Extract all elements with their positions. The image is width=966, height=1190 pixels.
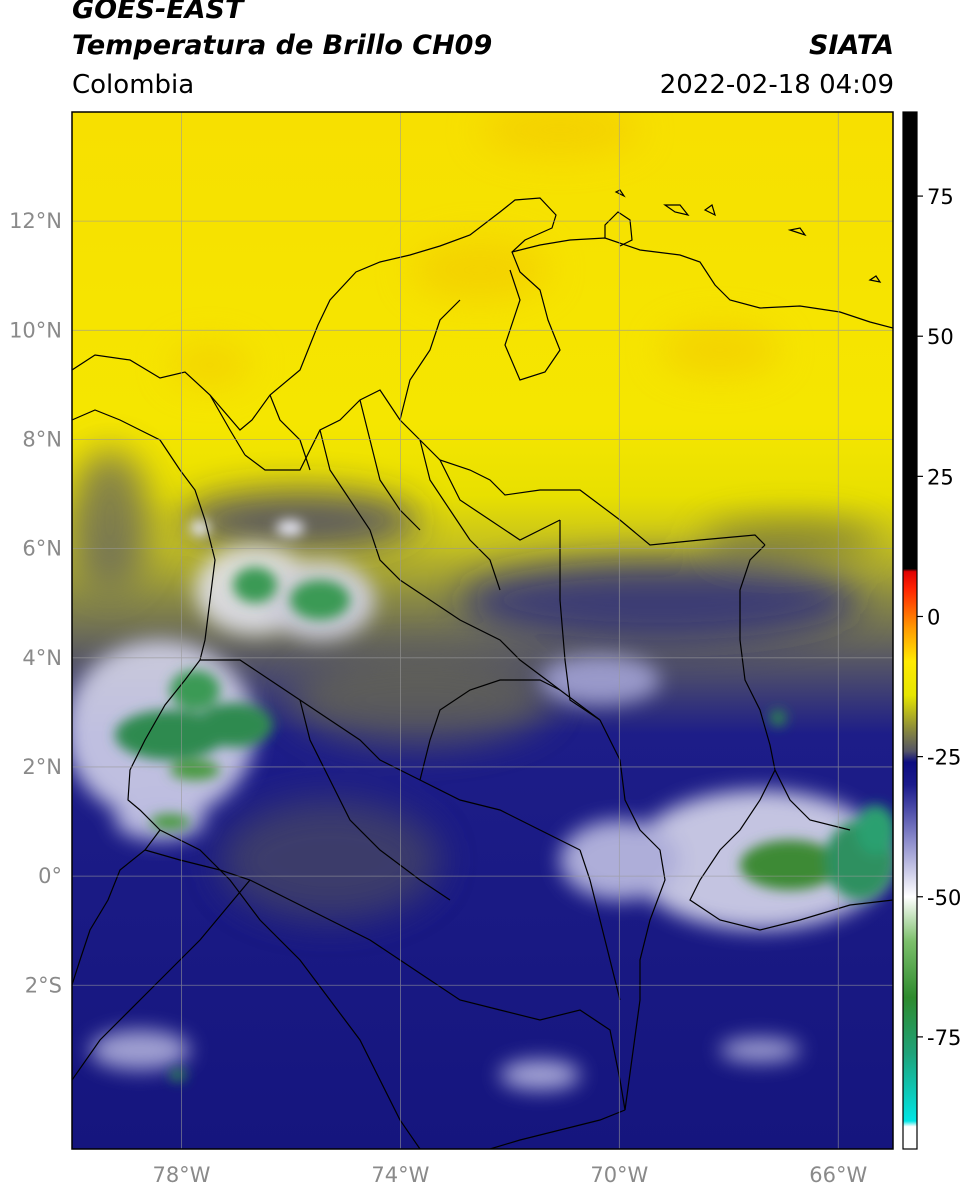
lat-tick-label: 4°N [22, 646, 62, 670]
datetime-label: 2022-02-18 04:09 [659, 70, 894, 100]
lon-tick-label: 74°W [371, 1163, 429, 1187]
colorbar-tick-label: 0 [927, 605, 940, 629]
colorbar [903, 112, 917, 1149]
lat-tick-label: 8°N [22, 427, 62, 451]
lat-tick-label: 2°S [25, 973, 62, 997]
colorbar-tick-label: -50 [927, 886, 961, 910]
lat-tick-label: 2°N [22, 755, 62, 779]
lat-tick-label: 0° [38, 864, 62, 888]
product-title: Temperatura de Brillo CH09 [72, 30, 493, 61]
region-label: Colombia [72, 70, 195, 100]
lon-tick-label: 66°W [809, 1163, 867, 1187]
colorbar-tick-label: -75 [927, 1026, 961, 1050]
colorbar-tick-label: -25 [927, 746, 961, 770]
latitude-labels: 12°N 10°N 8°N 6°N 4°N 2°N 0° 2°S [9, 209, 62, 997]
longitude-labels: 78°W 74°W 70°W 66°W [152, 1163, 867, 1187]
colorbar-tick-label: 50 [927, 325, 954, 349]
colorbar-tick-label: 75 [927, 185, 954, 209]
lon-tick-label: 70°W [590, 1163, 648, 1187]
map-frame [71, 111, 894, 1150]
graticule [72, 112, 893, 1149]
colorbar-tick-label: 25 [927, 465, 954, 489]
satellite-title: GOES-EAST [72, 0, 244, 25]
brightness-temperature-field [72, 112, 893, 1149]
lat-tick-label: 12°N [9, 209, 62, 233]
colorbar-frame [902, 111, 918, 1150]
lat-tick-label: 6°N [22, 537, 62, 561]
lon-tick-label: 78°W [152, 1163, 210, 1187]
colorbar-ticks: 75 50 25 0 -25 -50 -75 [917, 185, 961, 1050]
lat-tick-label: 10°N [9, 318, 62, 342]
agency-label: SIATA [808, 30, 894, 61]
coastlines-borders [72, 189, 893, 1149]
